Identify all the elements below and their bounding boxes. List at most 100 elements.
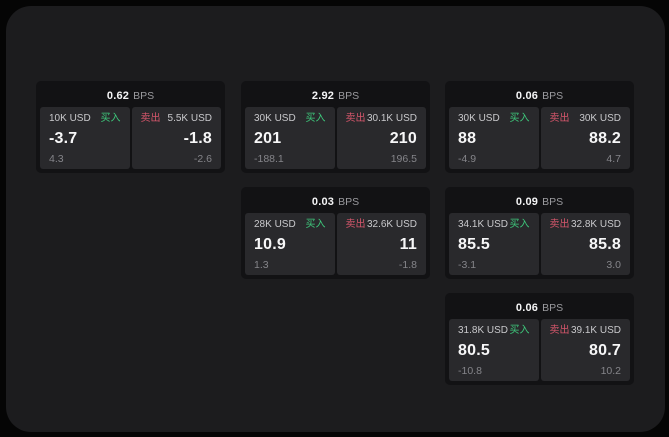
spread-bps-value: 0.06 bbox=[515, 302, 539, 314]
quote-card-grid: 0.62 BPS 10K USD 买入 -3.7 4.3 卖出 5.5K USD… bbox=[6, 6, 665, 432]
quote-panels: 10K USD 买入 -3.7 4.3 卖出 5.5K USD -1.8 -2.… bbox=[40, 107, 221, 169]
buy-quote-panel[interactable]: 30K USD 买入 201 -188.1 bbox=[245, 107, 335, 169]
sell-delta: -2.6 bbox=[193, 152, 212, 165]
buy-quote-panel[interactable]: 34.1K USD 买入 85.5 -3.1 bbox=[449, 213, 539, 275]
bps-unit-label: BPS bbox=[542, 302, 564, 314]
buy-quote-panel[interactable]: 30K USD 买入 88 -4.9 bbox=[449, 107, 539, 169]
trading-app-window: 0.62 BPS 10K USD 买入 -3.7 4.3 卖出 5.5K USD… bbox=[6, 6, 665, 432]
sell-quote-panel[interactable]: 卖出 39.1K USD 80.7 10.2 bbox=[540, 319, 630, 381]
sell-price: 80.7 bbox=[589, 341, 621, 359]
sell-price: -1.8 bbox=[183, 129, 212, 147]
sell-panel-header: 卖出 39.1K USD bbox=[550, 326, 622, 336]
spread-bps-value: 0.62 bbox=[106, 90, 130, 102]
sell-amount: 5.5K USD bbox=[167, 113, 212, 124]
bps-unit-label: BPS bbox=[542, 196, 564, 208]
buy-price: 10.9 bbox=[254, 235, 286, 253]
buy-quote-panel[interactable]: 10K USD 买入 -3.7 4.3 bbox=[40, 107, 130, 169]
sell-price: 11 bbox=[399, 235, 417, 253]
sell-price: 88.2 bbox=[589, 129, 621, 147]
sell-side-label: 卖出 bbox=[345, 113, 366, 124]
sell-amount: 30.1K USD bbox=[366, 113, 417, 124]
sell-amount: 30K USD bbox=[579, 113, 621, 124]
buy-delta: -3.1 bbox=[458, 258, 477, 271]
sell-panel-header: 卖出 32.8K USD bbox=[550, 220, 622, 230]
buy-price: 85.5 bbox=[458, 235, 490, 253]
buy-panel-header: 34.1K USD 买入 bbox=[458, 220, 530, 230]
sell-side-label: 卖出 bbox=[549, 219, 570, 230]
quote-panels: 30K USD 买入 88 -4.9 卖出 30K USD 88.2 4.7 bbox=[449, 107, 630, 169]
card-header: 0.62 BPS bbox=[40, 85, 221, 107]
sell-panel-header: 卖出 30.1K USD bbox=[346, 114, 418, 124]
buy-delta: 1.3 bbox=[254, 258, 269, 271]
bps-unit-label: BPS bbox=[133, 90, 155, 102]
card-header: 0.03 BPS bbox=[245, 191, 426, 213]
buy-price: 88 bbox=[458, 129, 477, 147]
buy-amount: 31.8K USD bbox=[458, 325, 509, 336]
buy-amount: 30K USD bbox=[458, 113, 500, 124]
sell-side-label: 卖出 bbox=[549, 325, 570, 336]
sell-quote-panel[interactable]: 卖出 30K USD 88.2 4.7 bbox=[540, 107, 630, 169]
sell-amount: 32.8K USD bbox=[570, 219, 621, 230]
card-header: 0.06 BPS bbox=[449, 85, 630, 107]
buy-quote-panel[interactable]: 31.8K USD 买入 80.5 -10.8 bbox=[449, 319, 539, 381]
sell-panel-header: 卖出 30K USD bbox=[550, 114, 622, 124]
sell-price: 85.8 bbox=[589, 235, 621, 253]
bps-unit-label: BPS bbox=[338, 90, 360, 102]
sell-quote-panel[interactable]: 卖出 32.8K USD 85.8 3.0 bbox=[540, 213, 630, 275]
buy-side-label: 买入 bbox=[100, 113, 121, 124]
buy-panel-header: 30K USD 买入 bbox=[254, 114, 326, 124]
sell-panel-header: 卖出 32.6K USD bbox=[346, 220, 418, 230]
quote-panels: 34.1K USD 买入 85.5 -3.1 卖出 32.8K USD 85.8… bbox=[449, 213, 630, 275]
card-header: 0.06 BPS bbox=[449, 297, 630, 319]
spread-bps-value: 0.09 bbox=[515, 196, 539, 208]
sell-quote-panel[interactable]: 卖出 32.6K USD 11 -1.8 bbox=[336, 213, 426, 275]
sell-delta: 10.2 bbox=[600, 364, 621, 377]
buy-amount: 30K USD bbox=[254, 113, 296, 124]
buy-amount: 10K USD bbox=[49, 113, 91, 124]
quote-card: 0.62 BPS 10K USD 买入 -3.7 4.3 卖出 5.5K USD… bbox=[36, 81, 225, 173]
buy-delta: -10.8 bbox=[458, 364, 482, 377]
sell-side-label: 卖出 bbox=[140, 113, 161, 124]
card-header: 0.09 BPS bbox=[449, 191, 630, 213]
buy-panel-header: 28K USD 买入 bbox=[254, 220, 326, 230]
buy-delta: -4.9 bbox=[458, 152, 477, 165]
sell-amount: 39.1K USD bbox=[570, 325, 621, 336]
buy-delta: -188.1 bbox=[254, 152, 284, 165]
buy-quote-panel[interactable]: 28K USD 买入 10.9 1.3 bbox=[245, 213, 335, 275]
buy-side-label: 买入 bbox=[305, 219, 326, 230]
quote-card: 0.03 BPS 28K USD 买入 10.9 1.3 卖出 32.6K US… bbox=[241, 187, 430, 279]
buy-delta: 4.3 bbox=[49, 152, 64, 165]
sell-side-label: 卖出 bbox=[549, 113, 570, 124]
sell-panel-header: 卖出 5.5K USD bbox=[141, 114, 213, 124]
sell-quote-panel[interactable]: 卖出 5.5K USD -1.8 -2.6 bbox=[131, 107, 221, 169]
quote-card: 0.06 BPS 30K USD 买入 88 -4.9 卖出 30K USD 8… bbox=[445, 81, 634, 173]
quote-card: 0.09 BPS 34.1K USD 买入 85.5 -3.1 卖出 32.8K… bbox=[445, 187, 634, 279]
buy-price: -3.7 bbox=[49, 129, 78, 147]
buy-side-label: 买入 bbox=[509, 219, 530, 230]
sell-side-label: 卖出 bbox=[345, 219, 366, 230]
quote-panels: 28K USD 买入 10.9 1.3 卖出 32.6K USD 11 -1.8 bbox=[245, 213, 426, 275]
spread-bps-value: 0.03 bbox=[311, 196, 335, 208]
buy-amount: 28K USD bbox=[254, 219, 296, 230]
sell-delta: 3.0 bbox=[606, 258, 621, 271]
buy-panel-header: 10K USD 买入 bbox=[49, 114, 121, 124]
sell-delta: 196.5 bbox=[390, 152, 417, 165]
buy-panel-header: 31.8K USD 买入 bbox=[458, 326, 530, 336]
bps-unit-label: BPS bbox=[542, 90, 564, 102]
buy-panel-header: 30K USD 买入 bbox=[458, 114, 530, 124]
sell-delta: -1.8 bbox=[398, 258, 417, 271]
card-header: 2.92 BPS bbox=[245, 85, 426, 107]
sell-amount: 32.6K USD bbox=[366, 219, 417, 230]
sell-price: 210 bbox=[389, 129, 417, 147]
buy-amount: 34.1K USD bbox=[458, 219, 509, 230]
bps-unit-label: BPS bbox=[338, 196, 360, 208]
spread-bps-value: 2.92 bbox=[311, 90, 335, 102]
buy-price: 80.5 bbox=[458, 341, 490, 359]
spread-bps-value: 0.06 bbox=[515, 90, 539, 102]
sell-quote-panel[interactable]: 卖出 30.1K USD 210 196.5 bbox=[336, 107, 426, 169]
buy-side-label: 买入 bbox=[305, 113, 326, 124]
buy-side-label: 买入 bbox=[509, 113, 530, 124]
quote-card: 0.06 BPS 31.8K USD 买入 80.5 -10.8 卖出 39.1… bbox=[445, 293, 634, 385]
sell-delta: 4.7 bbox=[606, 152, 621, 165]
